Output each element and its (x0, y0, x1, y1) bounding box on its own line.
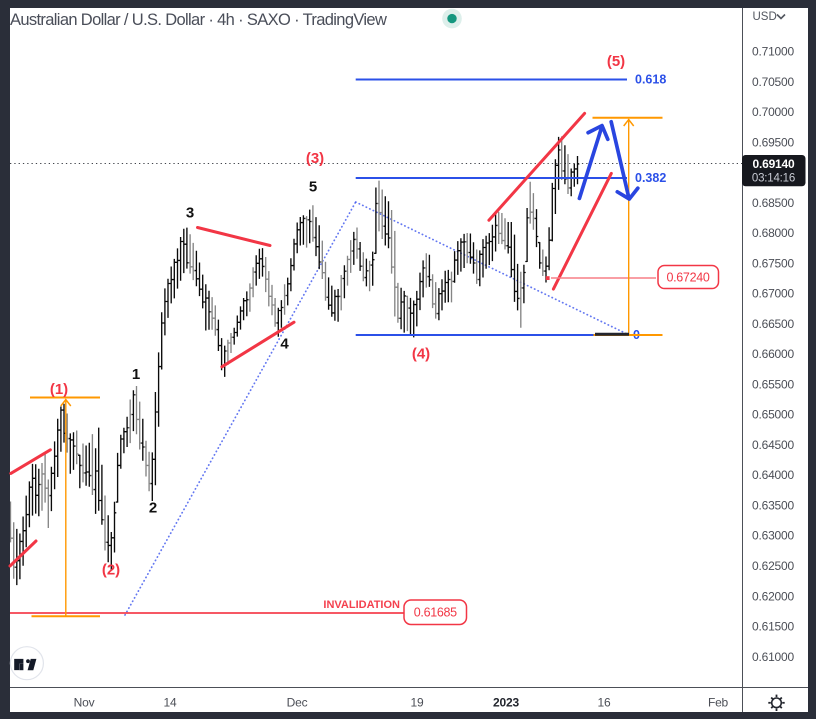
svg-text:0.69500: 0.69500 (752, 135, 795, 149)
svg-text:0.65000: 0.65000 (752, 408, 795, 422)
svg-text:0.61000: 0.61000 (752, 650, 795, 664)
svg-text:0.68000: 0.68000 (752, 226, 795, 240)
svg-text:14: 14 (164, 696, 177, 710)
svg-text:0.69140: 0.69140 (753, 157, 796, 171)
svg-text:5: 5 (309, 179, 317, 196)
svg-text:0.62500: 0.62500 (752, 559, 795, 573)
svg-text:0.71000: 0.71000 (752, 45, 795, 59)
svg-text:1: 1 (132, 366, 140, 383)
svg-text:4: 4 (280, 336, 289, 353)
svg-text:0.62000: 0.62000 (752, 589, 795, 603)
svg-text:0.382: 0.382 (635, 171, 666, 185)
svg-text:Nov: Nov (74, 696, 95, 710)
svg-text:0.67500: 0.67500 (752, 256, 795, 270)
svg-text:Dec: Dec (287, 696, 308, 710)
svg-text:0.618: 0.618 (635, 73, 666, 87)
svg-text:0.67240: 0.67240 (666, 270, 709, 284)
svg-text:(2): (2) (102, 562, 120, 579)
svg-text:0.64500: 0.64500 (752, 438, 795, 452)
svg-text:2023: 2023 (493, 696, 519, 710)
svg-text:(4): (4) (412, 346, 430, 363)
svg-text:Feb: Feb (708, 696, 729, 710)
svg-text:0.66000: 0.66000 (752, 347, 795, 361)
svg-text:19: 19 (411, 696, 424, 710)
svg-text:0.64000: 0.64000 (752, 468, 795, 482)
svg-text:Australian Dollar / U.S. Dolla: Australian Dollar / U.S. Dollar · 4h · S… (10, 11, 387, 29)
svg-text:(5): (5) (607, 53, 625, 70)
svg-text:0.63500: 0.63500 (752, 499, 795, 513)
svg-text:0.68500: 0.68500 (752, 196, 795, 210)
svg-text:INVALIDATION: INVALIDATION (323, 599, 400, 611)
svg-text:0.70500: 0.70500 (752, 75, 795, 89)
svg-text:USD: USD (753, 11, 777, 23)
svg-text:0.67000: 0.67000 (752, 287, 795, 301)
svg-text:0.70000: 0.70000 (752, 105, 795, 119)
svg-text:(1): (1) (50, 381, 68, 398)
svg-text:3: 3 (186, 205, 194, 222)
svg-text:0.66500: 0.66500 (752, 317, 795, 331)
svg-text:(3): (3) (306, 150, 324, 167)
svg-text:0.61500: 0.61500 (752, 620, 795, 634)
svg-text:0.65500: 0.65500 (752, 377, 795, 391)
svg-text:03:14:16: 03:14:16 (752, 173, 795, 185)
svg-text:0.61685: 0.61685 (414, 606, 457, 620)
svg-text:0.63000: 0.63000 (752, 529, 795, 543)
svg-text:16: 16 (598, 696, 611, 710)
svg-text:2: 2 (149, 500, 157, 517)
